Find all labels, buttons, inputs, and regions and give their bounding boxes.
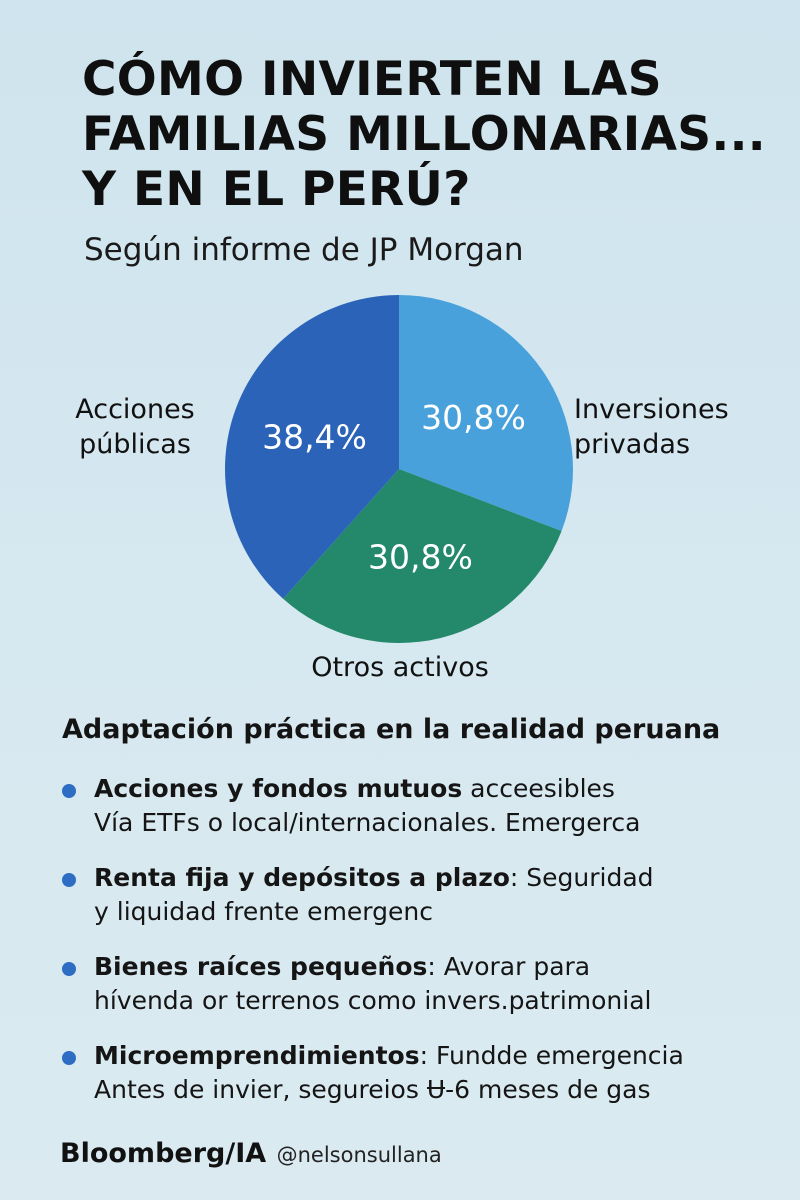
item-second-line: hívenda or terrenos como invers.patrimon… [94,986,652,1015]
footer-brand: Bloomberg/IA [60,1138,267,1169]
list-item: Renta fija y depósitos a plazo: Segurida… [58,861,778,929]
list-item: Bienes raíces pequeños: Avorar para híve… [58,950,778,1018]
bullet-dot-icon [62,962,76,976]
item-text: : Avorar para [427,952,591,981]
item-second-line: y liquidad frente emergenc [94,897,433,926]
footer-handle: @nelsonsullana [276,1143,442,1167]
item-title: Renta fija y depósitos a plazo [94,863,510,892]
pie-value-label-acciones-publicas: 38,4% [262,417,367,456]
category-label-otros-activos: Otros activos [300,650,500,685]
item-title: Bienes raíces pequeños [94,952,428,981]
item-text: : Fundde emergencia [419,1041,684,1070]
title-line: FAMILIAS MILLONARIAS... [82,107,766,162]
list-item: Microemprendimientos: Fundde emergencia … [58,1039,778,1107]
category-label-line: Acciones [75,394,195,425]
bullet-dot-icon [62,1051,76,1065]
page-title: CÓMO INVIERTEN LAS FAMILIAS MILLONARIAS.… [82,52,766,217]
footer-credit: Bloomberg/IA @nelsonsullana [60,1138,442,1169]
category-label-line: Inversiones [574,394,729,425]
item-first-line: Microemprendimientos: Fundde emergencia [94,1039,778,1073]
adaptation-list: Acciones y fondos mutuos acceesibles Vía… [58,772,778,1128]
pie-slice-inversiones-privadas [399,295,573,532]
category-label-line: públicas [79,429,191,460]
category-label-acciones-publicas: Acciones públicas [60,392,210,462]
pie-chart: 30,8% 30,8% 38,4% [225,295,573,643]
pie-value-label-otros-activos: 30,8% [368,537,473,576]
list-item: Acciones y fondos mutuos acceesibles Vía… [58,772,778,840]
pie-value-label-inversiones-privadas: 30,8% [421,398,526,437]
title-line: Y EN EL PERÚ? [82,162,471,217]
item-text: : Seguridad [509,863,654,892]
item-second-line: Antes de invier, segureios Ʉ-6 meses de … [94,1075,651,1104]
category-label-line: privadas [574,429,691,460]
section-heading: Adaptación práctica en la realidad perua… [62,714,721,745]
bullet-dot-icon [62,873,76,887]
title-line: CÓMO INVIERTEN LAS [82,52,662,107]
pie-slice-otros-activos [283,469,562,643]
item-first-line: Acciones y fondos mutuos acceesibles [94,772,778,806]
subtitle: Según informe de JP Morgan [84,232,524,268]
item-first-line: Bienes raíces pequeños: Avorar para [94,950,778,984]
item-text: acceesibles [462,774,615,803]
bullet-dot-icon [62,784,76,798]
item-title: Acciones y fondos mutuos [94,774,463,803]
category-label-line: Otros activos [311,652,489,683]
item-title: Microemprendimientos [94,1041,420,1070]
item-first-line: Renta fija y depósitos a plazo: Segurida… [94,861,778,895]
pie-slice-acciones-publicas [225,295,399,599]
category-label-inversiones-privadas: Inversiones privadas [574,392,729,462]
item-second-line: Vía ETFs o local/internacionales. Emerge… [94,808,641,837]
